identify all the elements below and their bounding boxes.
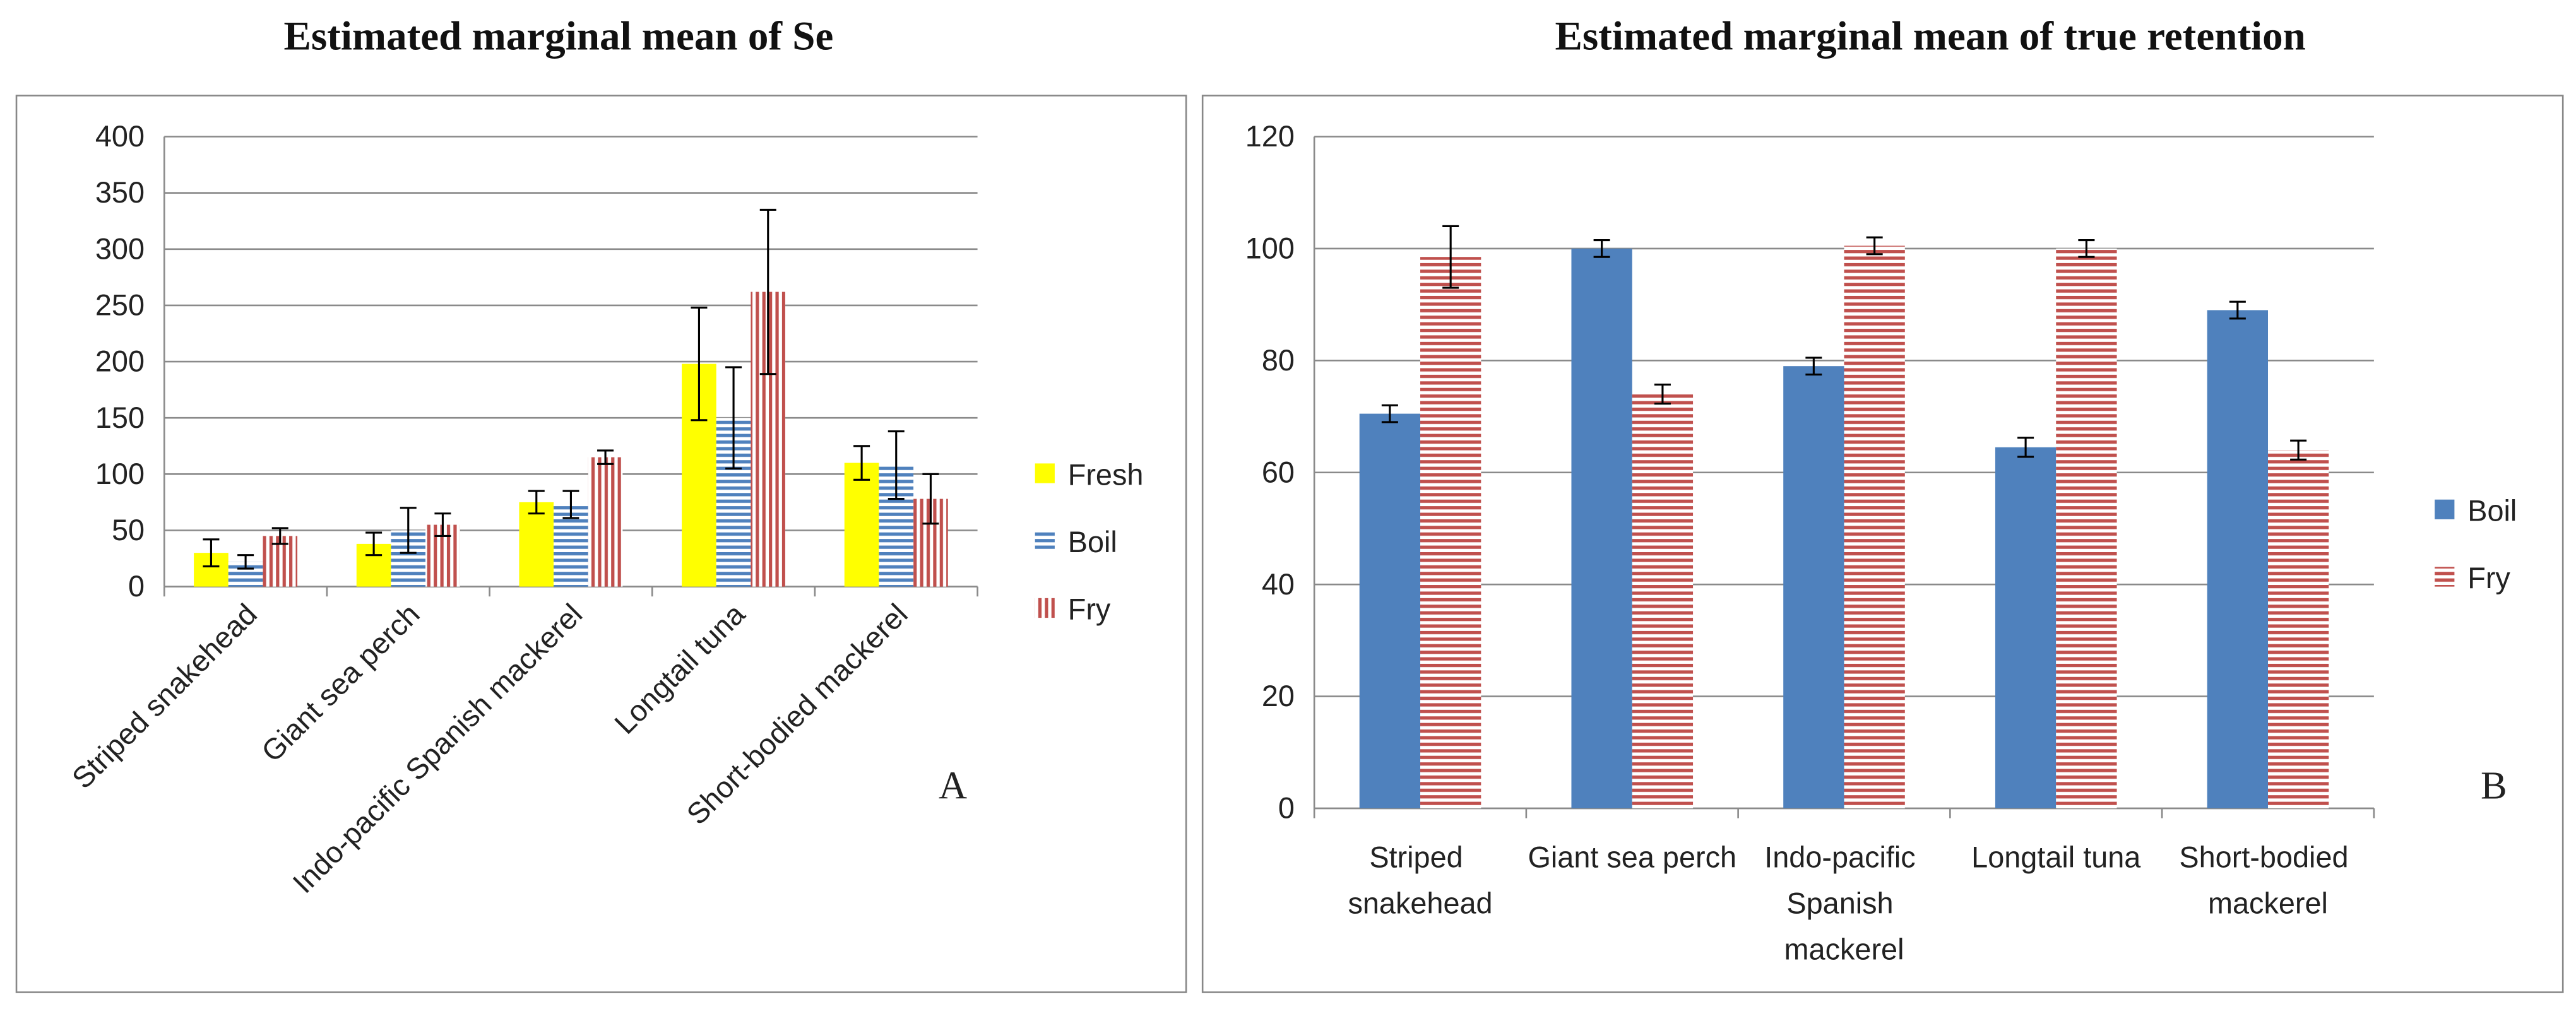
y-tick-label: 80 — [1262, 344, 1295, 377]
y-tick-label: 60 — [1262, 456, 1295, 488]
panel-label: A — [939, 763, 967, 807]
error-bar — [365, 531, 383, 557]
x-tick-label: Indo-pacific Spanish mackerel — [287, 598, 588, 899]
y-tick-label: 40 — [1262, 568, 1295, 601]
error-bar — [203, 538, 220, 568]
legend-label: Boil — [2467, 495, 2517, 528]
error-bar — [691, 306, 708, 422]
legend-swatch — [2435, 567, 2455, 587]
legend-label: Fry — [2467, 562, 2510, 594]
x-tick-label: Giant sea perch — [1528, 841, 1736, 874]
bar — [1571, 248, 1632, 808]
x-tick-label: Indo-pacific Spanish mackerel — [1764, 841, 1923, 966]
bar — [1995, 447, 2057, 808]
error-bar — [271, 527, 288, 545]
error-bar — [1381, 404, 1398, 423]
bar — [2056, 248, 2117, 808]
error-bar — [597, 449, 614, 465]
y-tick-label: 0 — [1278, 792, 1295, 825]
x-tick-label: Short-bodied mackerel — [2179, 841, 2356, 920]
error-bar — [237, 554, 254, 570]
x-tick-label: Striped snakehead — [1348, 841, 1492, 920]
error-bar — [434, 512, 451, 537]
y-tick-label: 50 — [112, 514, 145, 546]
error-bar — [759, 208, 776, 375]
error-bar — [725, 366, 742, 469]
legend-label: Fresh — [1068, 458, 1144, 491]
y-tick-label: 400 — [95, 120, 145, 153]
error-bar — [922, 473, 939, 525]
y-tick-label: 20 — [1262, 680, 1295, 712]
bar — [1632, 394, 1694, 808]
legend-label: Boil — [1068, 526, 1117, 558]
bar — [519, 502, 554, 587]
legend-swatch — [1035, 463, 1055, 483]
bar — [1420, 257, 1481, 808]
y-tick-label: 100 — [95, 457, 145, 490]
y-tick-label: 200 — [95, 345, 145, 378]
error-bar — [1654, 383, 1671, 405]
bar — [844, 463, 879, 587]
panel-label: B — [2481, 763, 2507, 807]
error-bar — [887, 430, 905, 500]
error-bar — [2078, 239, 2095, 258]
bar — [1359, 413, 1421, 808]
bar — [1783, 366, 1844, 808]
y-tick-label: 150 — [95, 401, 145, 434]
y-tick-label: 100 — [1245, 232, 1295, 265]
chart-title: Estimated marginal mean of true retentio… — [1555, 14, 2305, 59]
error-bar — [1866, 236, 1883, 256]
legend-swatch — [1035, 598, 1055, 618]
legend-swatch — [2435, 499, 2455, 519]
panel-frame — [1201, 95, 2564, 993]
panel-frame — [15, 95, 1187, 993]
legend-swatch — [1035, 531, 1055, 551]
bar — [2207, 310, 2268, 808]
error-bar — [853, 445, 870, 481]
y-tick-label: 300 — [95, 232, 145, 265]
y-tick-label: 350 — [95, 176, 145, 209]
x-tick-label: Longtail tuna — [608, 597, 752, 740]
error-bar — [528, 490, 545, 515]
bar — [588, 457, 623, 587]
error-bar — [1805, 357, 1822, 376]
bar — [2267, 450, 2329, 808]
error-bar — [1442, 225, 1459, 289]
chart-title: Estimated marginal mean of Se — [283, 14, 833, 59]
error-bar — [400, 507, 417, 554]
error-bar — [2017, 437, 2034, 458]
bar — [1844, 245, 1905, 808]
x-tick-label: Longtail tuna — [1971, 841, 2141, 874]
y-tick-label: 250 — [95, 289, 145, 322]
error-bar — [562, 490, 579, 519]
legend-label: Fry — [1068, 593, 1111, 626]
error-bar — [2290, 439, 2307, 461]
error-bar — [1593, 239, 1610, 258]
y-tick-label: 0 — [128, 570, 145, 603]
y-tick-label: 120 — [1245, 120, 1295, 153]
error-bar — [2229, 300, 2246, 320]
x-tick-label: Striped snakehead — [66, 598, 263, 795]
x-tick-label: Giant sea perch — [255, 598, 426, 769]
